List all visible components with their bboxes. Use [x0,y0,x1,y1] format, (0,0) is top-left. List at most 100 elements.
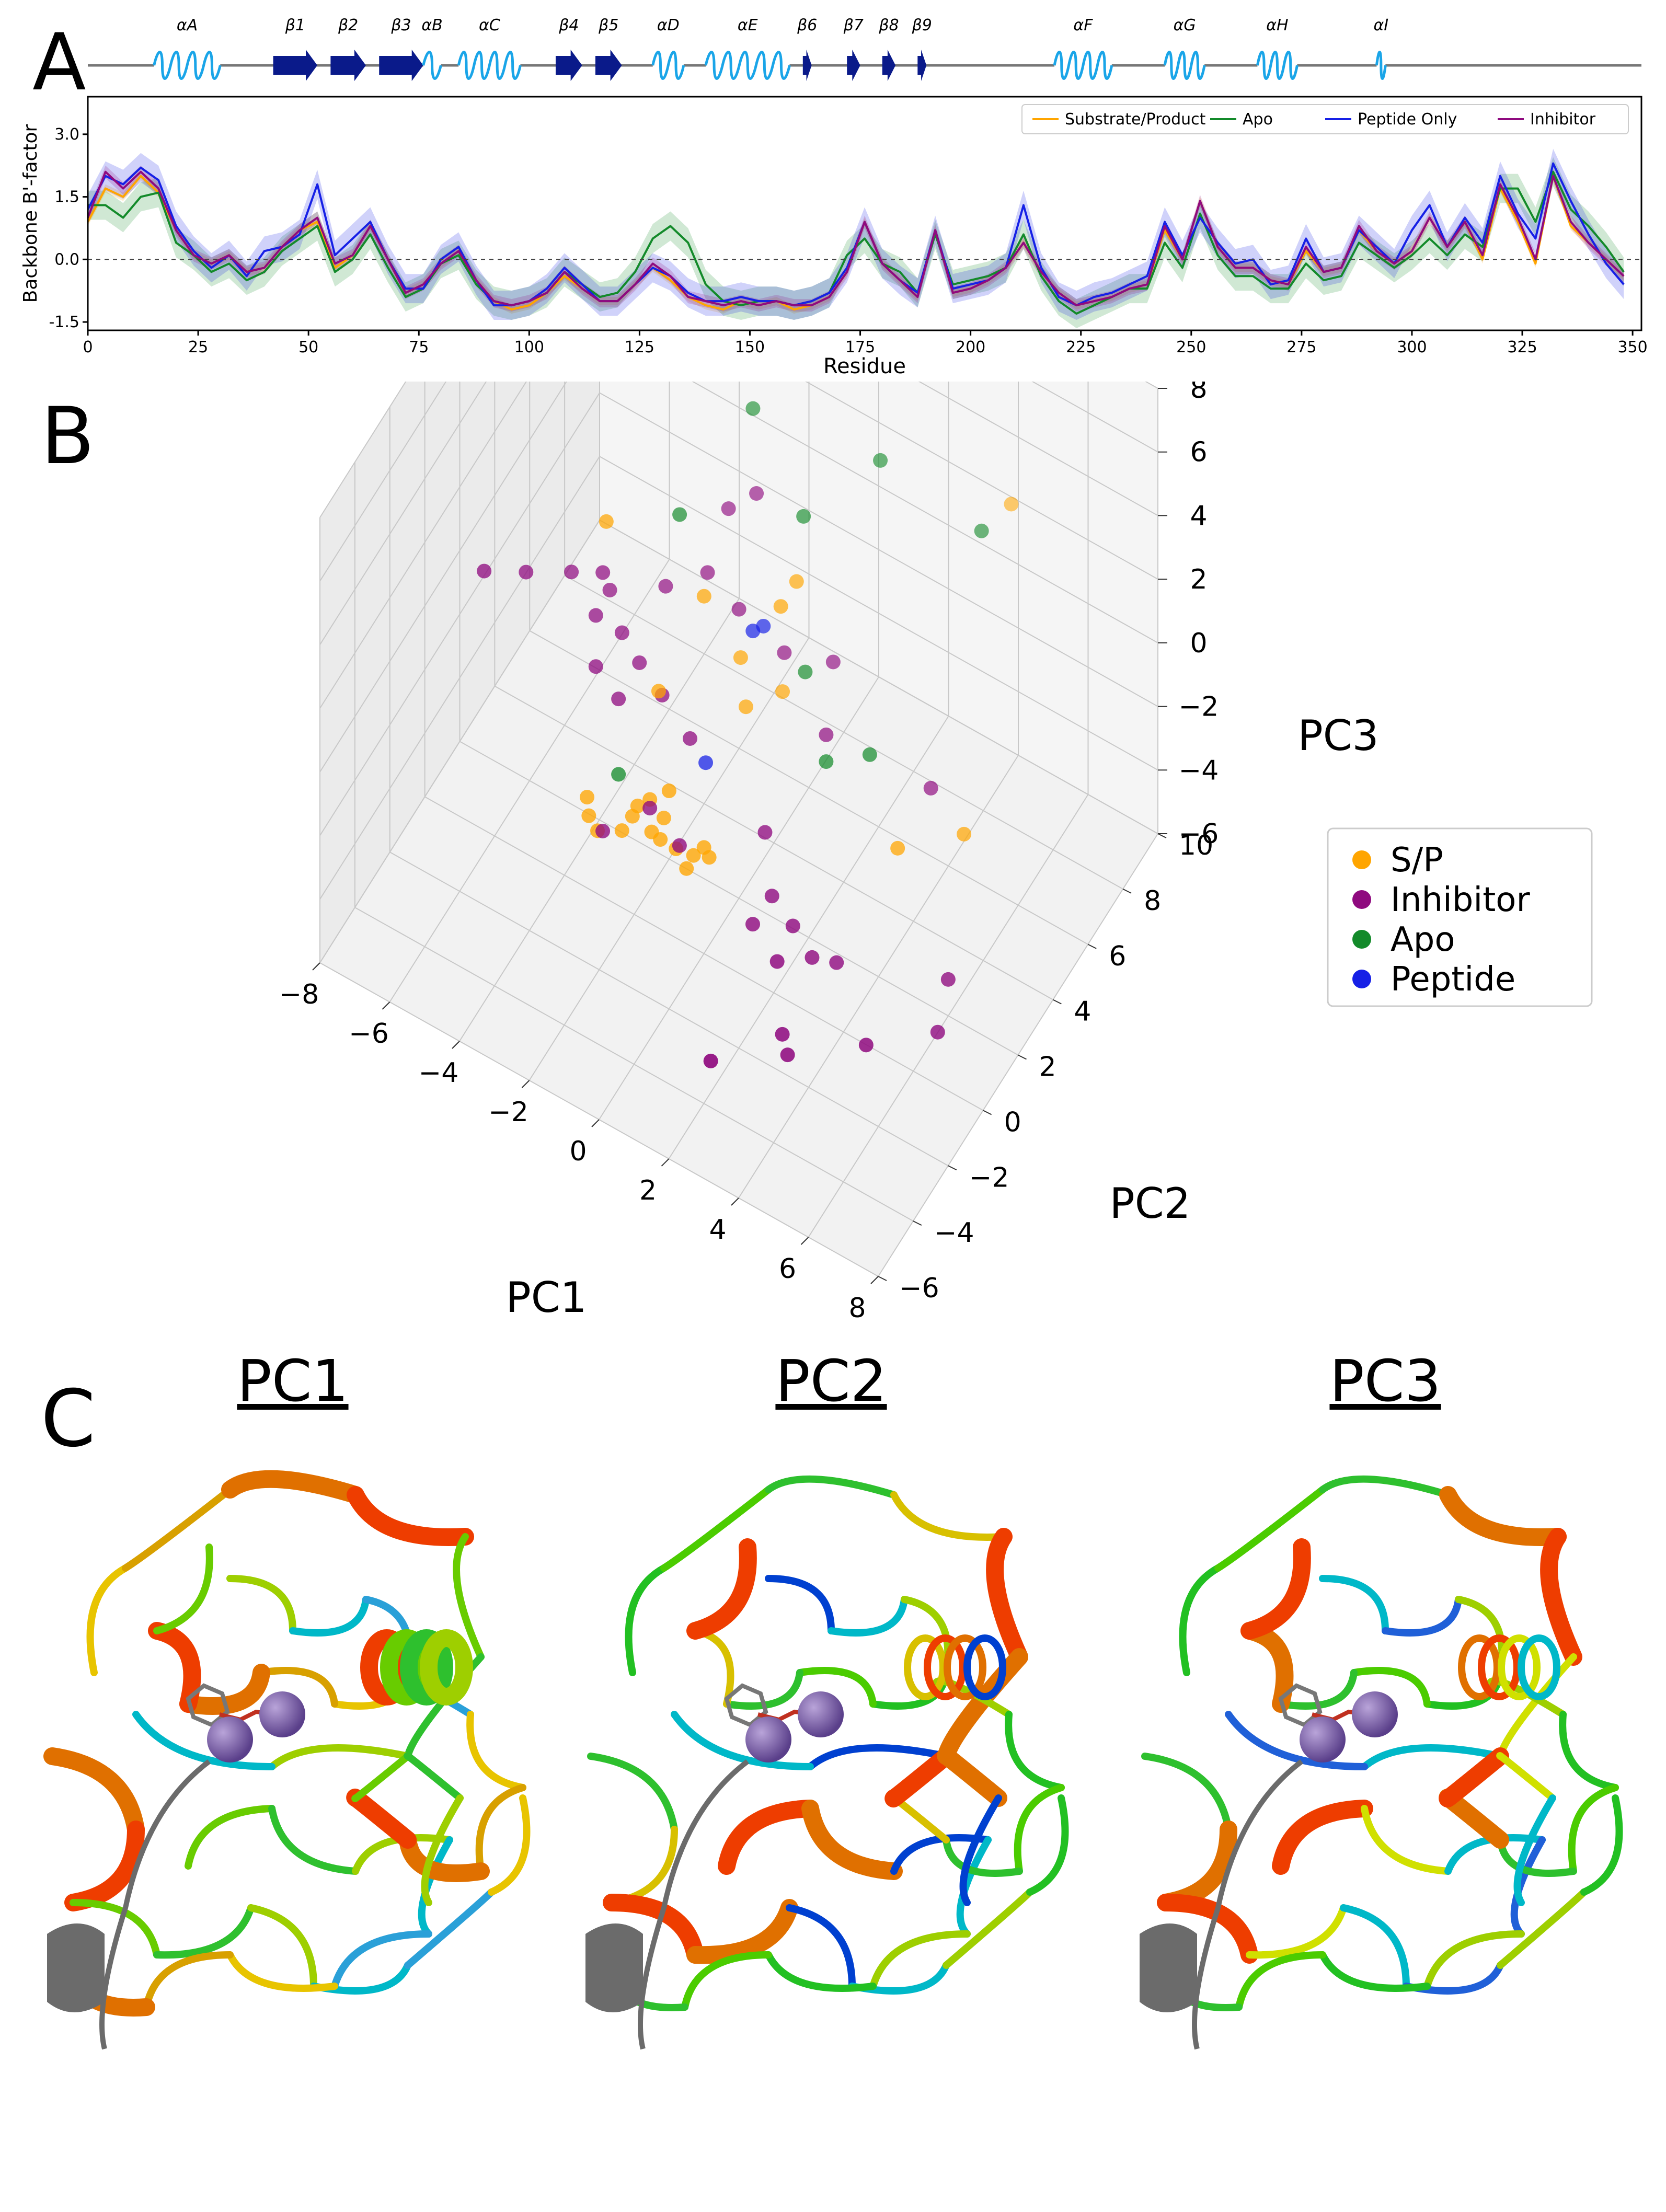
ss-label-β6: β6 [797,16,817,34]
point-inhibitor [769,954,785,969]
grey-terminal-helix [1140,1923,1197,2012]
grey-terminal-helix [47,1923,105,2012]
floor-grid-y [354,907,914,1222]
axes: 0 25 50 75 100 125 150 175 200 225 250 275 300 325 350… [20,96,1648,378]
pc2-tick-label: 0 [1004,1107,1021,1138]
ss-label-αI: αI [1374,16,1389,34]
point-s-p [775,684,790,699]
x-tick-label: 350 [1617,338,1647,356]
backbone-segment [64,1821,145,1911]
pc1-tick-label: −8 [279,979,319,1010]
left-grid-z [319,520,600,963]
y-tick-label: 1.5 [54,188,79,206]
x-tick-label: 250 [1176,338,1206,356]
point-s-p [679,861,694,876]
pc1-tick-mark [382,1001,390,1010]
backbone-segment [765,1475,898,1499]
backbone-segment [132,1711,275,1770]
ss-helix-αA [153,51,222,80]
point-inhibitor [775,1027,790,1042]
backbone-segment [1014,1784,1065,1875]
back-grid-z [599,456,1158,771]
pc1-tick-label: −2 [488,1097,528,1128]
ss-helix-αH [1256,51,1299,80]
left-grid-z [319,382,527,709]
legend-marker [1352,890,1371,909]
backbone-segment [890,1491,1007,1541]
point-inhibitor [477,563,492,579]
metal-ion-1 [1300,1716,1346,1762]
point-inhibitor [749,486,764,501]
point-inhibitor [672,838,687,853]
pc1-tick-mark [800,1237,809,1245]
point-inhibitor [658,579,673,594]
backbone-segment [1157,1894,1258,1964]
backbone-segment [185,1805,275,1870]
y-tick-label: 0.0 [54,250,79,269]
back-grid-z [805,382,1158,580]
ss-helix-αF [1053,51,1113,80]
pc1-tick-mark [591,1119,600,1127]
backbone-segment [488,1794,531,1896]
x-tick-label: 100 [514,338,544,356]
backbone-segment [226,1951,338,1992]
metal-ion-1 [207,1716,253,1762]
ss-helix-αI [1375,51,1387,80]
ss-helix-αB [422,51,442,80]
backbone-segment [1026,1794,1069,1896]
x-tick-label: 150 [735,338,765,356]
ss-label-β3: β3 [390,16,411,34]
backbone-segment [1496,1752,1556,1802]
x-axis-title: Residue [823,354,906,378]
point-s-p [651,684,666,699]
panel-c-label: C [41,1374,96,1465]
pc2-tick-mark [948,1165,957,1171]
point-inhibitor [780,1047,795,1063]
legend-box [1327,827,1593,1007]
helix-turn [1458,1634,1501,1700]
legend-entry: S/P [1391,841,1443,880]
backbone-segment [796,1667,877,1708]
backbone-segment [681,1951,772,2011]
ss-label-β5: β5 [598,16,618,34]
backbone-segment [1005,1711,1065,1791]
backbone-segment [1277,1669,1358,1710]
point-s-p [686,848,701,863]
backbone-segment [1179,1564,1222,1676]
back-grid-z [1031,382,1158,453]
backbone-segment [1439,1789,1509,1849]
backbone-segment [1319,1951,1431,1992]
backbone-segment [153,1904,255,1959]
helix-turn [963,1634,1006,1700]
backbone-segment [1444,1834,1546,1875]
point-apo [796,509,811,524]
back-grid-z [692,382,1158,643]
metal-ion-2 [259,1691,305,1737]
backbone-segment [1319,1575,1389,1634]
structure-title-pc1: PC1 [237,1349,348,1414]
backbone-segment [1350,1667,1431,1708]
point-inhibitor [588,659,603,674]
metal-ion-2 [798,1691,844,1737]
x-tick-label: 200 [956,338,985,356]
pc2-tick-label: 2 [1039,1052,1056,1083]
point-s-p [625,809,640,824]
x-tick-label: 25 [188,338,208,356]
pc2-tick-label: 6 [1109,941,1126,972]
legend-entry: Inhibitor [1530,110,1596,129]
point-inhibitor [595,823,611,838]
ss-label-αB: αB [421,16,442,34]
backbone-segment [828,1596,908,1637]
ss-strand-β5 [595,50,622,81]
backbone-segment [404,1752,464,1802]
backbone-segment [351,1753,411,1802]
x-tick-label: 125 [625,338,654,356]
pc1-tick-mark [452,1041,460,1049]
point-s-p [614,823,629,838]
left-grid-z [319,456,600,900]
backbone-segment [1497,1888,1588,1969]
x-tick-label: 225 [1066,338,1096,356]
point-inhibitor [564,564,579,580]
ss-label-αH: αH [1266,16,1288,34]
pc2-tick-label: −6 [899,1273,939,1304]
